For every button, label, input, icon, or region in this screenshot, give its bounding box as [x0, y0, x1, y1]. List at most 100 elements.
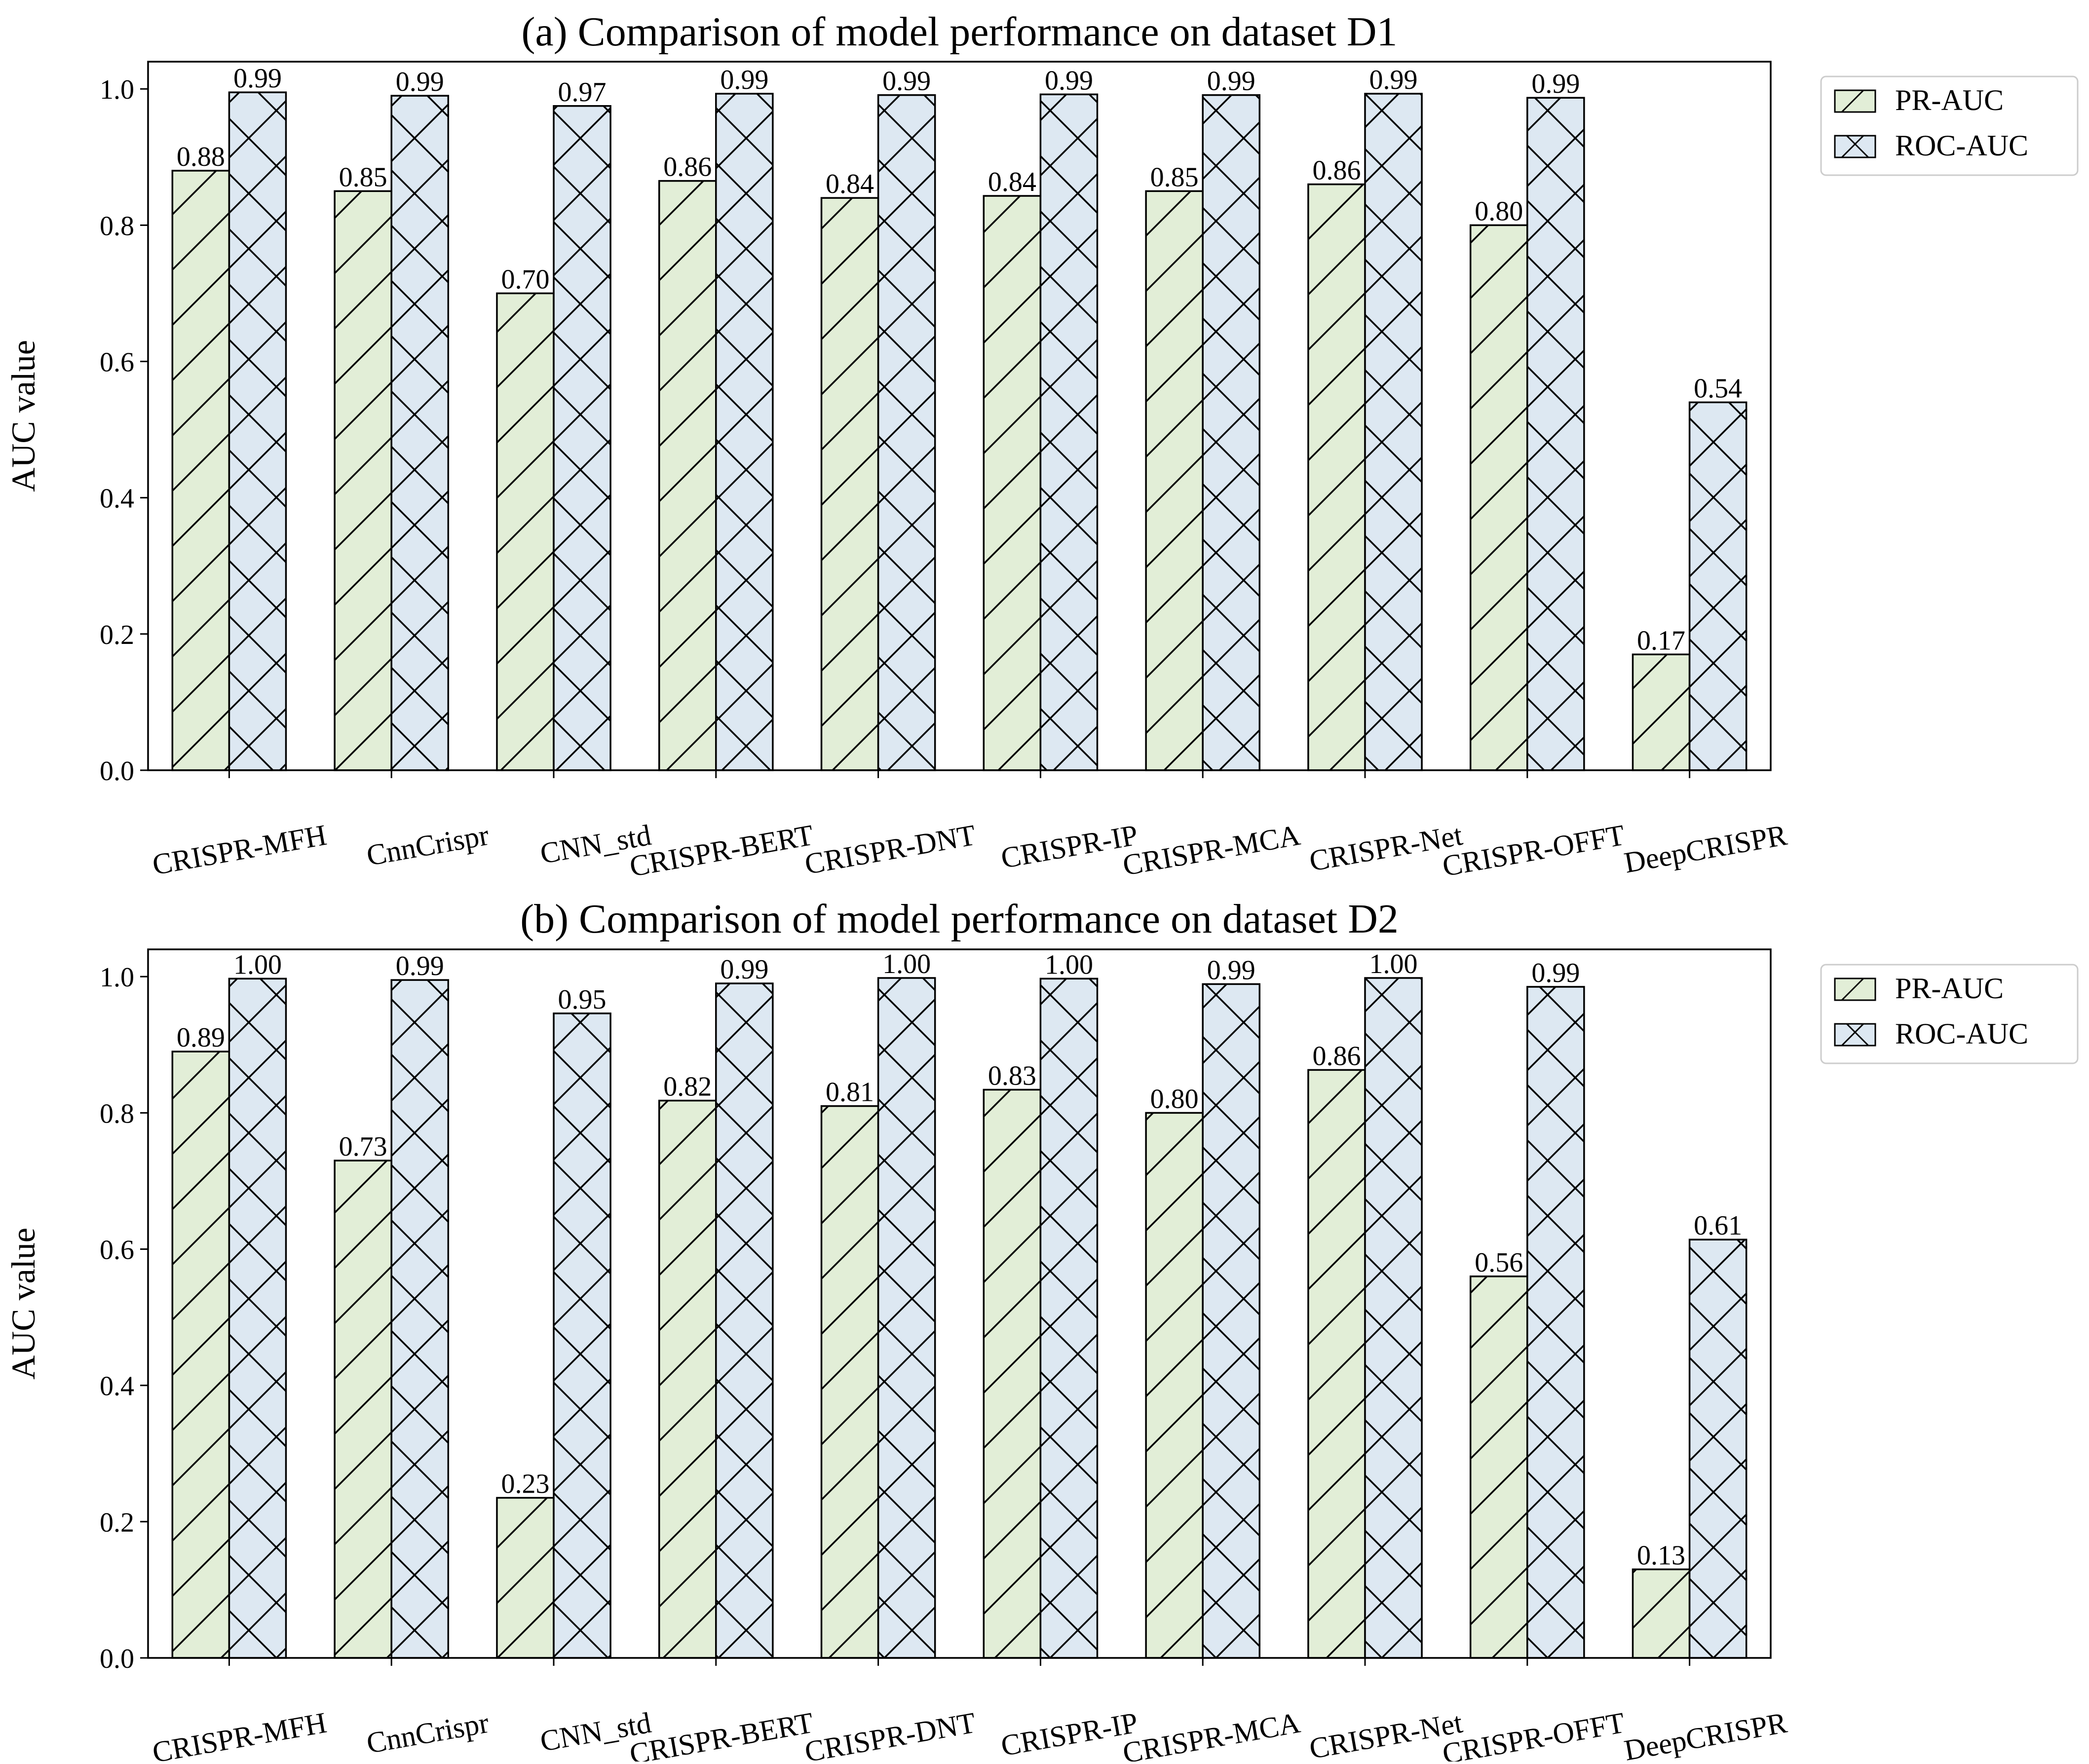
data-label: 0.99 [396, 67, 444, 97]
y-tick-label: 0.2 [100, 620, 134, 650]
bar-roc-auc-deepcrispr [1688, 1239, 1747, 1659]
x-tick-label: CnnCrispr [364, 1706, 492, 1760]
x-tick-label: CRISPR-Net [1307, 819, 1465, 877]
x-tick-label: DeepCRISPR [1622, 819, 1789, 879]
data-label: 0.13 [1637, 1540, 1685, 1571]
y-tick-label: 0.4 [100, 484, 134, 514]
data-label: 0.97 [558, 77, 607, 108]
bar-pr-auc-crispr-dnt [820, 197, 879, 771]
x-tick-label: CRISPR-Net [1307, 1706, 1465, 1762]
bar-pr-auc-crispr-ip [983, 1088, 1042, 1659]
x-tick-label: CRISPR-MFH [150, 819, 329, 881]
data-label: 0.88 [177, 142, 225, 172]
legend-swatch-roc-auc [1834, 135, 1876, 158]
y-axis-label: AUC value [4, 340, 42, 492]
legend-label: PR-AUC [1895, 84, 2004, 116]
bar-roc-auc-crispr-dnt [877, 94, 936, 771]
data-label: 1.00 [1369, 949, 1418, 979]
data-label: 0.86 [663, 152, 712, 183]
data-label: 0.99 [396, 951, 444, 981]
data-label: 0.99 [1369, 65, 1418, 95]
x-tick-label: CRISPR-MCA [1120, 1706, 1302, 1762]
x-tick-label: CRISPR-DNT [802, 1706, 978, 1762]
bar-roc-auc-crispr-bert [715, 93, 774, 771]
bar-pr-auc-deepcrispr [1632, 1568, 1691, 1659]
legend: PR-AUC ROC-AUC [1820, 75, 2079, 176]
bar-pr-auc-crispr-mfh [171, 170, 230, 771]
y-tick-label: 0.4 [100, 1371, 134, 1402]
y-tick-label: 0.8 [100, 1098, 134, 1129]
data-label: 1.00 [233, 949, 282, 980]
bar-pr-auc-deepcrispr [1632, 653, 1691, 771]
bar-pr-auc-crispr-offt [1469, 224, 1528, 771]
legend-swatch-roc-auc [1834, 1023, 1876, 1047]
legend-box [1820, 75, 2079, 176]
bar-pr-auc-crispr-bert [658, 1099, 717, 1659]
bar-roc-auc-crispr-dnt [877, 977, 936, 1659]
bar-roc-auc-crispr-offt [1526, 97, 1585, 771]
bar-pr-auc-crispr-offt [1469, 1276, 1528, 1659]
y-tick-label: 0.2 [100, 1507, 134, 1538]
legend-label: ROC-AUC [1895, 1017, 2028, 1050]
data-label: 0.95 [558, 984, 607, 1015]
data-label: 1.00 [882, 949, 931, 979]
data-label: 0.99 [1207, 955, 1255, 985]
x-tick-label: CRISPR-IP [998, 819, 1140, 875]
bar-pr-auc-crispr-mca [1145, 190, 1204, 771]
x-tick-label: CRISPR-BERT [627, 1706, 816, 1762]
bar-pr-auc-crispr-bert [658, 180, 717, 771]
data-label: 0.82 [663, 1072, 712, 1102]
y-tick-label: 1.0 [100, 75, 134, 105]
bar-roc-auc-crispr-mfh [228, 977, 287, 1659]
bar-roc-auc-crispr-ip [1039, 977, 1099, 1659]
x-tick-label: CRISPR-BERT [627, 819, 816, 883]
bar-roc-auc-cnn_std [553, 1013, 611, 1659]
y-tick-label: 0.0 [100, 1644, 134, 1674]
data-label: 0.56 [1475, 1247, 1523, 1278]
legend-box [1820, 964, 2079, 1064]
bar-roc-auc-cnn_std [553, 105, 611, 771]
bar-roc-auc-crispr-mfh [228, 91, 287, 771]
y-tick-label: 1.0 [100, 962, 134, 993]
bar-roc-auc-crispr-mca [1202, 983, 1261, 1659]
data-label: 0.54 [1694, 373, 1742, 404]
x-tick-label: CRISPR-IP [998, 1706, 1140, 1762]
bar-pr-auc-crispr-mca [1145, 1112, 1204, 1659]
y-tick-label: 0.6 [100, 347, 134, 378]
bar-pr-auc-cnn_std [496, 292, 555, 771]
bar-roc-auc-deepcrispr [1688, 401, 1747, 771]
data-label: 0.99 [1531, 958, 1580, 988]
data-label: 0.86 [1312, 155, 1361, 186]
bar-roc-auc-crispr-mca [1202, 94, 1261, 771]
bar-roc-auc-crispr-net [1364, 977, 1423, 1659]
bar-pr-auc-cnncrispr [334, 190, 392, 771]
legend-swatch-pr-auc [1834, 89, 1876, 113]
data-label: 0.73 [339, 1131, 387, 1162]
legend: PR-AUC ROC-AUC [1820, 964, 2079, 1064]
x-tick-label: DeepCRISPR [1622, 1706, 1789, 1762]
data-label: 0.80 [1475, 196, 1523, 226]
x-tick-label: CRISPR-OFFT [1440, 819, 1627, 883]
bar-pr-auc-crispr-ip [983, 195, 1042, 771]
bar-pr-auc-cnn_std [496, 1497, 555, 1659]
data-label: 0.17 [1637, 625, 1685, 656]
data-label: 0.85 [1150, 162, 1199, 192]
legend-label: ROC-AUC [1895, 129, 2028, 162]
legend-swatch-pr-auc [1834, 977, 1876, 1001]
data-label: 0.61 [1694, 1210, 1742, 1241]
y-tick-label: 0.6 [100, 1235, 134, 1266]
bar-pr-auc-crispr-dnt [820, 1105, 879, 1659]
data-label: 0.86 [1312, 1041, 1361, 1071]
data-label: 0.70 [501, 264, 549, 295]
data-label: 1.00 [1045, 949, 1093, 980]
data-label: 0.23 [501, 1469, 549, 1500]
y-tick-label: 0.8 [100, 211, 134, 241]
data-label: 0.99 [720, 65, 768, 95]
plot-frame [147, 61, 1772, 771]
data-label: 0.83 [988, 1060, 1036, 1091]
data-label: 0.84 [988, 167, 1036, 197]
data-label: 0.99 [720, 954, 768, 985]
x-tick-label: CRISPR-DNT [802, 819, 978, 881]
